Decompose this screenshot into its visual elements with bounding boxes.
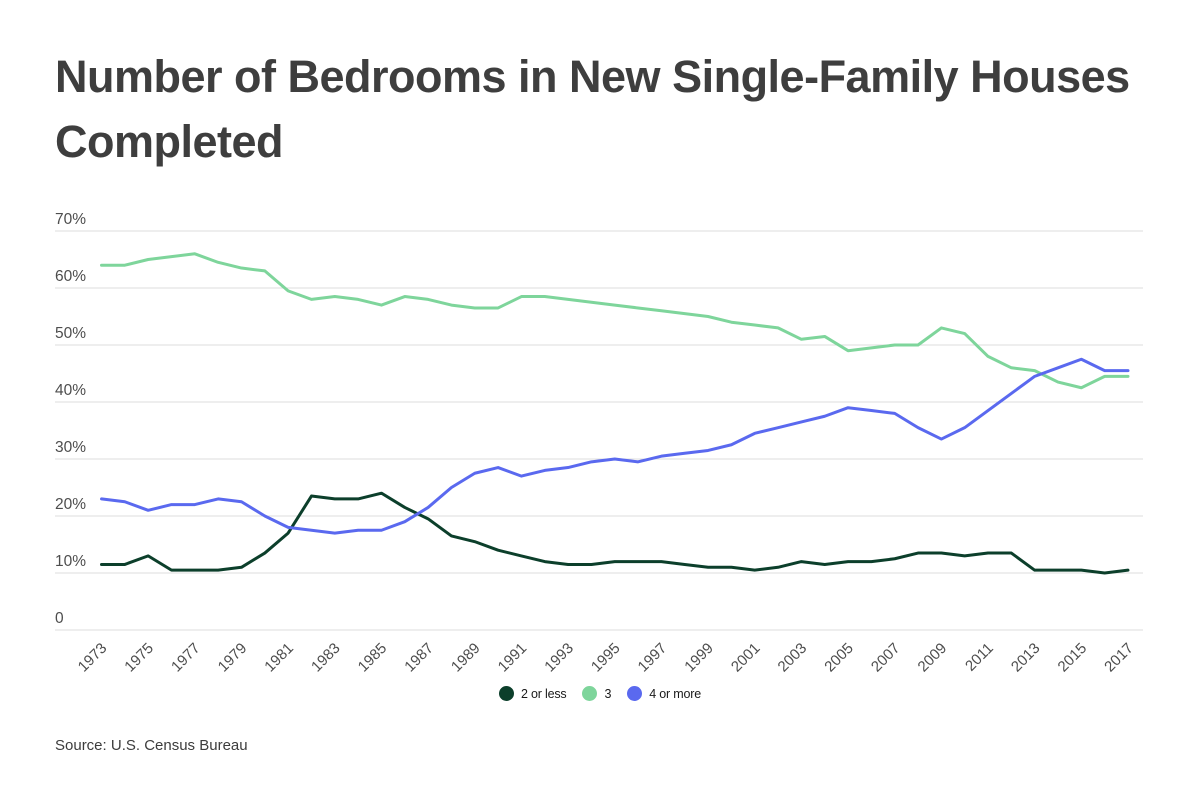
legend-item-4-or-more: 4 or more [627, 686, 701, 701]
x-tick-label: 1991 [495, 640, 531, 676]
series-line-4-or-more [100, 357, 1130, 535]
x-tick-label: 2005 [821, 640, 857, 676]
legend-item-3: 3 [582, 686, 611, 701]
y-tick-label: 10% [55, 553, 86, 570]
y-tick-label: 20% [55, 496, 86, 513]
legend-dot-icon [627, 686, 643, 701]
x-tick-label: 1995 [588, 640, 624, 676]
y-tick-label: 70% [55, 211, 86, 228]
legend-dot-icon [499, 686, 515, 701]
x-tick-label: 1999 [681, 640, 717, 676]
x-tick-label: 1987 [401, 640, 437, 676]
x-tick-label: 1975 [121, 640, 157, 676]
x-tick-label: 1993 [541, 640, 577, 676]
x-tick-label: 2001 [728, 640, 764, 676]
source-note: Source: U.S. Census Bureau [55, 737, 248, 754]
chart-title: Number of Bedrooms in New Single-Family … [55, 51, 1130, 167]
x-tick-label: 2009 [915, 640, 951, 676]
y-tick-label: 50% [55, 325, 86, 342]
y-grid: 0 10% 20% 30% 40% 50% 60% 70% [55, 211, 1143, 631]
x-tick-label: 2013 [1008, 640, 1044, 676]
chart-legend: 2 or less 3 4 or more [0, 686, 1200, 701]
x-tick-label: 1977 [168, 640, 204, 676]
y-tick-label: 40% [55, 382, 86, 399]
x-tick-label: 2017 [1101, 640, 1137, 676]
x-tick-label: 1981 [261, 640, 297, 676]
x-tick-label: 2003 [775, 640, 811, 676]
x-tick-label: 2007 [868, 640, 904, 676]
legend-label: 3 [604, 686, 612, 701]
legend-label: 2 or less [521, 686, 567, 701]
x-tick-label: 2011 [962, 640, 997, 675]
x-tick-label: 1979 [215, 640, 251, 676]
legend-item-2-or-less: 2 or less [499, 686, 567, 701]
legend-dot-icon [582, 686, 598, 701]
series-line-2-or-less [100, 491, 1130, 575]
y-tick-label: 30% [55, 439, 86, 456]
x-tick-label: 1985 [355, 640, 391, 676]
x-tick-label: 1989 [448, 640, 484, 676]
x-tick-label: 1997 [635, 640, 671, 676]
series-line-3 [100, 252, 1130, 390]
x-axis-labels: 1973 1975 1977 1979 1981 1983 1985 1987 1989 1991… [75, 640, 1137, 676]
legend-label: 4 or more [649, 686, 701, 701]
x-tick-label: 1983 [308, 640, 344, 676]
y-tick-label: 0 [55, 610, 64, 627]
x-tick-label: 1973 [75, 640, 111, 676]
x-tick-label: 2015 [1055, 640, 1091, 676]
y-tick-label: 60% [55, 268, 86, 285]
